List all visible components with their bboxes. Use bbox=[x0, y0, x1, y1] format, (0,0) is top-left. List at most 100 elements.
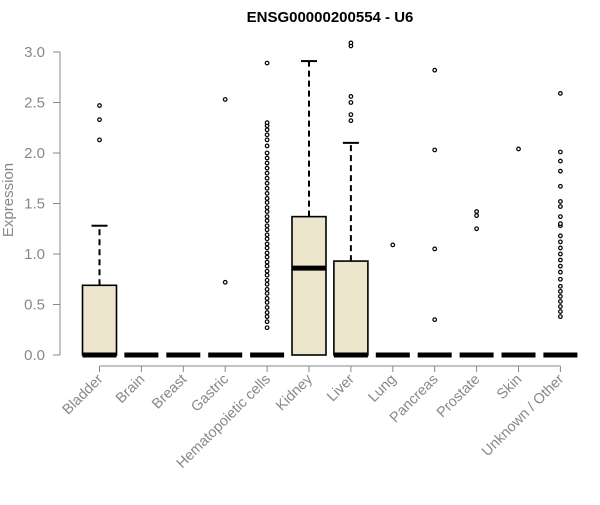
outlier-point bbox=[264, 314, 270, 320]
outlier-point bbox=[558, 294, 563, 299]
outlier-point bbox=[558, 221, 563, 227]
box-pancreas bbox=[417, 67, 452, 358]
box-rect bbox=[291, 215, 327, 356]
outlier-point bbox=[432, 246, 438, 252]
outlier-point bbox=[558, 158, 563, 164]
y-tick-label: 1.0 bbox=[24, 246, 45, 263]
y-axis-label: Expression bbox=[0, 163, 17, 237]
outlier-point bbox=[558, 214, 563, 220]
outlier-point bbox=[264, 196, 270, 201]
outlier-point bbox=[348, 40, 354, 46]
outlier-point bbox=[264, 150, 270, 156]
x-tick-label: Lung bbox=[365, 372, 399, 406]
outlier-point bbox=[264, 281, 270, 287]
outlier-point bbox=[264, 254, 270, 260]
outlier-point bbox=[348, 94, 354, 99]
outlier-point bbox=[474, 213, 480, 219]
outlier-point bbox=[264, 296, 270, 301]
outlier-point bbox=[264, 165, 270, 171]
outlier-point bbox=[264, 290, 270, 296]
outlier-point bbox=[222, 279, 228, 285]
outlier-point bbox=[264, 155, 270, 161]
box-hematopoietic-cells bbox=[250, 60, 285, 358]
outlier-point bbox=[222, 97, 228, 102]
outlier-point bbox=[264, 300, 270, 305]
box-lung bbox=[375, 242, 410, 358]
y-tick-label: 3.0 bbox=[24, 44, 45, 61]
outlier-point bbox=[264, 310, 270, 315]
outlier-point bbox=[264, 268, 270, 274]
outlier-point bbox=[264, 325, 270, 331]
outlier-point bbox=[264, 137, 270, 143]
outlier-point bbox=[264, 286, 270, 292]
y-tick-label: 0.5 bbox=[24, 297, 45, 314]
x-tick-label: Breast bbox=[149, 372, 190, 413]
outlier-point bbox=[264, 250, 270, 256]
outlier-point bbox=[97, 137, 102, 143]
x-tick-label: Bladder bbox=[60, 371, 107, 418]
outlier-point bbox=[348, 100, 354, 105]
outlier-point bbox=[558, 304, 563, 309]
outlier-point bbox=[558, 314, 563, 320]
box-rect bbox=[333, 260, 369, 356]
outlier-point bbox=[264, 190, 270, 196]
outlier-point bbox=[264, 160, 270, 166]
outlier-point bbox=[264, 272, 270, 278]
outlier-point bbox=[264, 218, 270, 224]
outlier-point bbox=[264, 319, 270, 325]
outlier-point bbox=[264, 223, 270, 229]
outlier-point bbox=[558, 149, 563, 155]
box-bladder bbox=[81, 103, 118, 358]
outlier-point bbox=[264, 305, 270, 310]
box-kidney bbox=[291, 60, 327, 356]
outlier-point bbox=[558, 168, 563, 174]
outlier-point bbox=[558, 269, 563, 275]
outlier-point bbox=[264, 236, 270, 242]
box-skin bbox=[501, 146, 536, 358]
x-tick-label: Liver bbox=[324, 371, 358, 405]
box-gastric bbox=[208, 97, 243, 358]
outlier-point bbox=[348, 118, 354, 124]
outlier-point bbox=[264, 120, 270, 126]
x-tick-label: Prostate bbox=[434, 372, 483, 421]
outlier-point bbox=[264, 143, 270, 149]
outlier-point bbox=[264, 60, 270, 66]
outlier-point bbox=[558, 257, 563, 263]
box-rect bbox=[81, 284, 118, 356]
x-tick-label: Brain bbox=[113, 372, 148, 407]
outlier-point bbox=[264, 227, 270, 233]
x-tick-label: Skin bbox=[494, 372, 525, 403]
outlier-point bbox=[558, 283, 563, 289]
outlier-point bbox=[432, 67, 438, 73]
outlier-point bbox=[264, 214, 270, 220]
outlier-point bbox=[97, 117, 102, 123]
outlier-point bbox=[558, 199, 563, 204]
outlier-point bbox=[558, 288, 563, 294]
outlier-point bbox=[264, 175, 270, 181]
outlier-point bbox=[558, 91, 563, 96]
chart-title: ENSG00000200554 - U6 bbox=[247, 9, 414, 26]
outlier-point bbox=[558, 183, 563, 189]
outlier-point bbox=[558, 233, 563, 239]
outlier-point bbox=[264, 277, 270, 283]
outlier-point bbox=[264, 127, 270, 133]
outlier-point bbox=[474, 226, 480, 232]
outlier-point bbox=[264, 263, 270, 269]
outlier-point bbox=[264, 232, 270, 238]
outlier-point bbox=[558, 204, 563, 209]
y-tick-label: 2.0 bbox=[24, 145, 45, 162]
outlier-point bbox=[558, 263, 563, 269]
outlier-point bbox=[264, 259, 270, 265]
outlier-point bbox=[97, 103, 102, 108]
outlier-point bbox=[558, 309, 563, 314]
outlier-point bbox=[558, 239, 563, 245]
outlier-point bbox=[390, 242, 396, 248]
outlier-point bbox=[264, 132, 270, 138]
outlier-point bbox=[558, 251, 563, 257]
outlier-point bbox=[516, 146, 521, 152]
outlier-point bbox=[558, 299, 563, 304]
box-prostate bbox=[459, 209, 494, 358]
box-unknown-other bbox=[543, 91, 578, 358]
